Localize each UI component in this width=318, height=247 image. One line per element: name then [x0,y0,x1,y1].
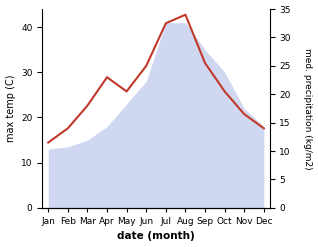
X-axis label: date (month): date (month) [117,231,195,242]
Y-axis label: med. precipitation (kg/m2): med. precipitation (kg/m2) [303,48,313,169]
Y-axis label: max temp (C): max temp (C) [5,75,16,142]
